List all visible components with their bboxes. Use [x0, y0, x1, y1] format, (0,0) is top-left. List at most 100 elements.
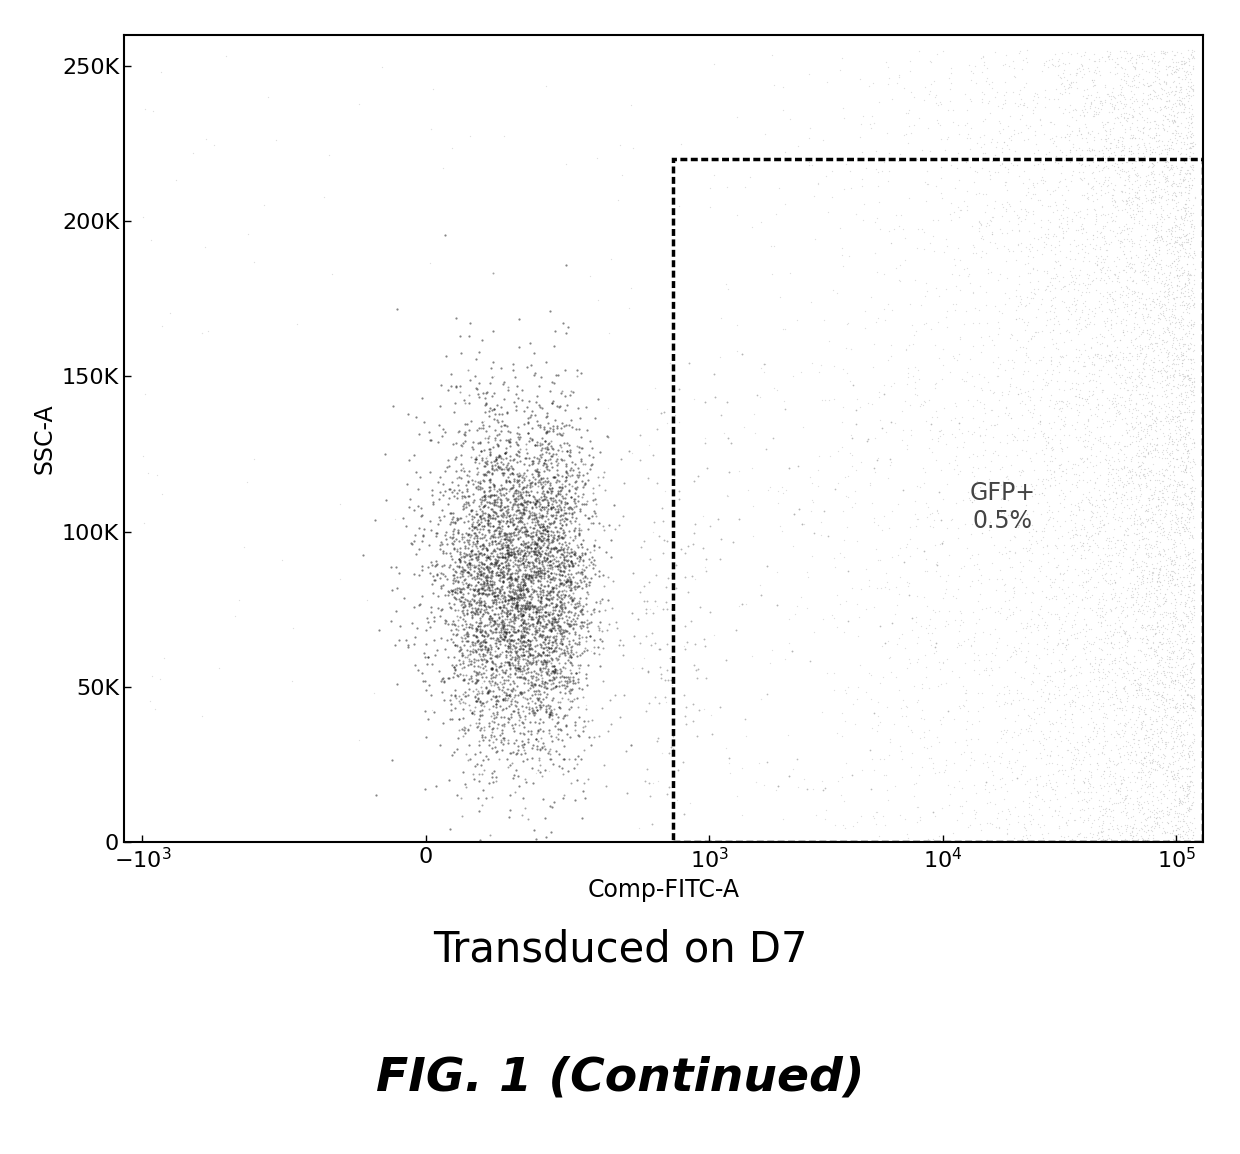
- Point: [497, 690, 517, 709]
- Point: [1045, 193, 1065, 211]
- Point: [480, 471, 500, 489]
- Point: [1138, 443, 1158, 462]
- Point: [474, 517, 494, 535]
- Point: [1121, 808, 1141, 826]
- Point: [480, 445, 500, 464]
- Point: [1183, 583, 1203, 601]
- Point: [879, 162, 899, 180]
- Point: [875, 816, 895, 834]
- Point: [914, 223, 934, 241]
- Point: [1178, 522, 1198, 540]
- Point: [1130, 457, 1149, 475]
- Point: [1111, 95, 1131, 113]
- Point: [464, 764, 484, 782]
- Point: [1043, 509, 1063, 527]
- Point: [1164, 111, 1184, 129]
- Point: [461, 517, 481, 535]
- Point: [486, 493, 506, 511]
- Point: [508, 646, 528, 665]
- Point: [992, 383, 1012, 402]
- Point: [453, 727, 472, 745]
- Point: [525, 436, 544, 455]
- Point: [976, 283, 996, 301]
- Point: [539, 572, 559, 591]
- Point: [528, 530, 548, 548]
- Point: [980, 782, 999, 801]
- Point: [856, 683, 875, 702]
- Point: [454, 685, 474, 704]
- Point: [490, 635, 510, 653]
- Point: [498, 643, 518, 661]
- Point: [513, 576, 533, 594]
- Point: [486, 674, 506, 692]
- Point: [1147, 464, 1167, 482]
- Point: [903, 315, 923, 334]
- Point: [512, 467, 532, 486]
- Point: [565, 750, 585, 769]
- Point: [1164, 233, 1184, 252]
- Point: [237, 473, 257, 492]
- Point: [1142, 725, 1162, 743]
- Point: [1063, 718, 1083, 736]
- Point: [1156, 107, 1176, 126]
- Point: [1142, 670, 1162, 689]
- Point: [961, 91, 981, 110]
- Point: [1061, 651, 1081, 669]
- Point: [1156, 771, 1176, 789]
- Point: [448, 524, 467, 542]
- Point: [491, 540, 511, 559]
- Point: [1028, 230, 1048, 248]
- Point: [517, 514, 537, 532]
- Point: [1071, 576, 1091, 594]
- Point: [1176, 391, 1195, 410]
- Point: [1169, 622, 1189, 640]
- Point: [465, 586, 485, 605]
- Point: [1154, 541, 1174, 560]
- Point: [1156, 73, 1176, 91]
- Point: [1173, 697, 1193, 715]
- Point: [510, 561, 529, 579]
- Point: [465, 688, 485, 706]
- Point: [521, 565, 541, 584]
- Point: [1101, 448, 1121, 466]
- Point: [1089, 292, 1109, 310]
- Point: [505, 589, 525, 607]
- Point: [510, 552, 529, 570]
- Point: [496, 508, 516, 526]
- Point: [435, 482, 455, 501]
- Point: [495, 627, 515, 645]
- Point: [497, 577, 517, 595]
- Point: [441, 582, 461, 600]
- Point: [489, 457, 508, 475]
- Point: [1140, 762, 1159, 780]
- Point: [1157, 140, 1177, 158]
- Point: [476, 679, 496, 697]
- Point: [939, 565, 959, 584]
- Point: [570, 613, 590, 631]
- Point: [451, 592, 471, 610]
- Point: [1121, 193, 1141, 211]
- Point: [1156, 459, 1176, 478]
- Point: [1164, 770, 1184, 788]
- Point: [926, 45, 946, 63]
- Point: [1102, 546, 1122, 564]
- Point: [1117, 112, 1137, 130]
- Point: [1154, 395, 1174, 413]
- Point: [1091, 410, 1111, 428]
- Point: [451, 548, 471, 567]
- Point: [477, 541, 497, 560]
- Point: [1164, 183, 1184, 202]
- Point: [454, 598, 474, 616]
- Point: [1149, 532, 1169, 550]
- Point: [985, 163, 1004, 181]
- Point: [801, 502, 821, 520]
- Point: [963, 445, 983, 464]
- Point: [1076, 615, 1096, 634]
- Point: [485, 590, 505, 608]
- Point: [521, 504, 541, 523]
- Point: [906, 587, 926, 606]
- Point: [486, 695, 506, 713]
- Point: [1115, 325, 1135, 344]
- Point: [1066, 295, 1086, 314]
- Point: [1168, 474, 1188, 493]
